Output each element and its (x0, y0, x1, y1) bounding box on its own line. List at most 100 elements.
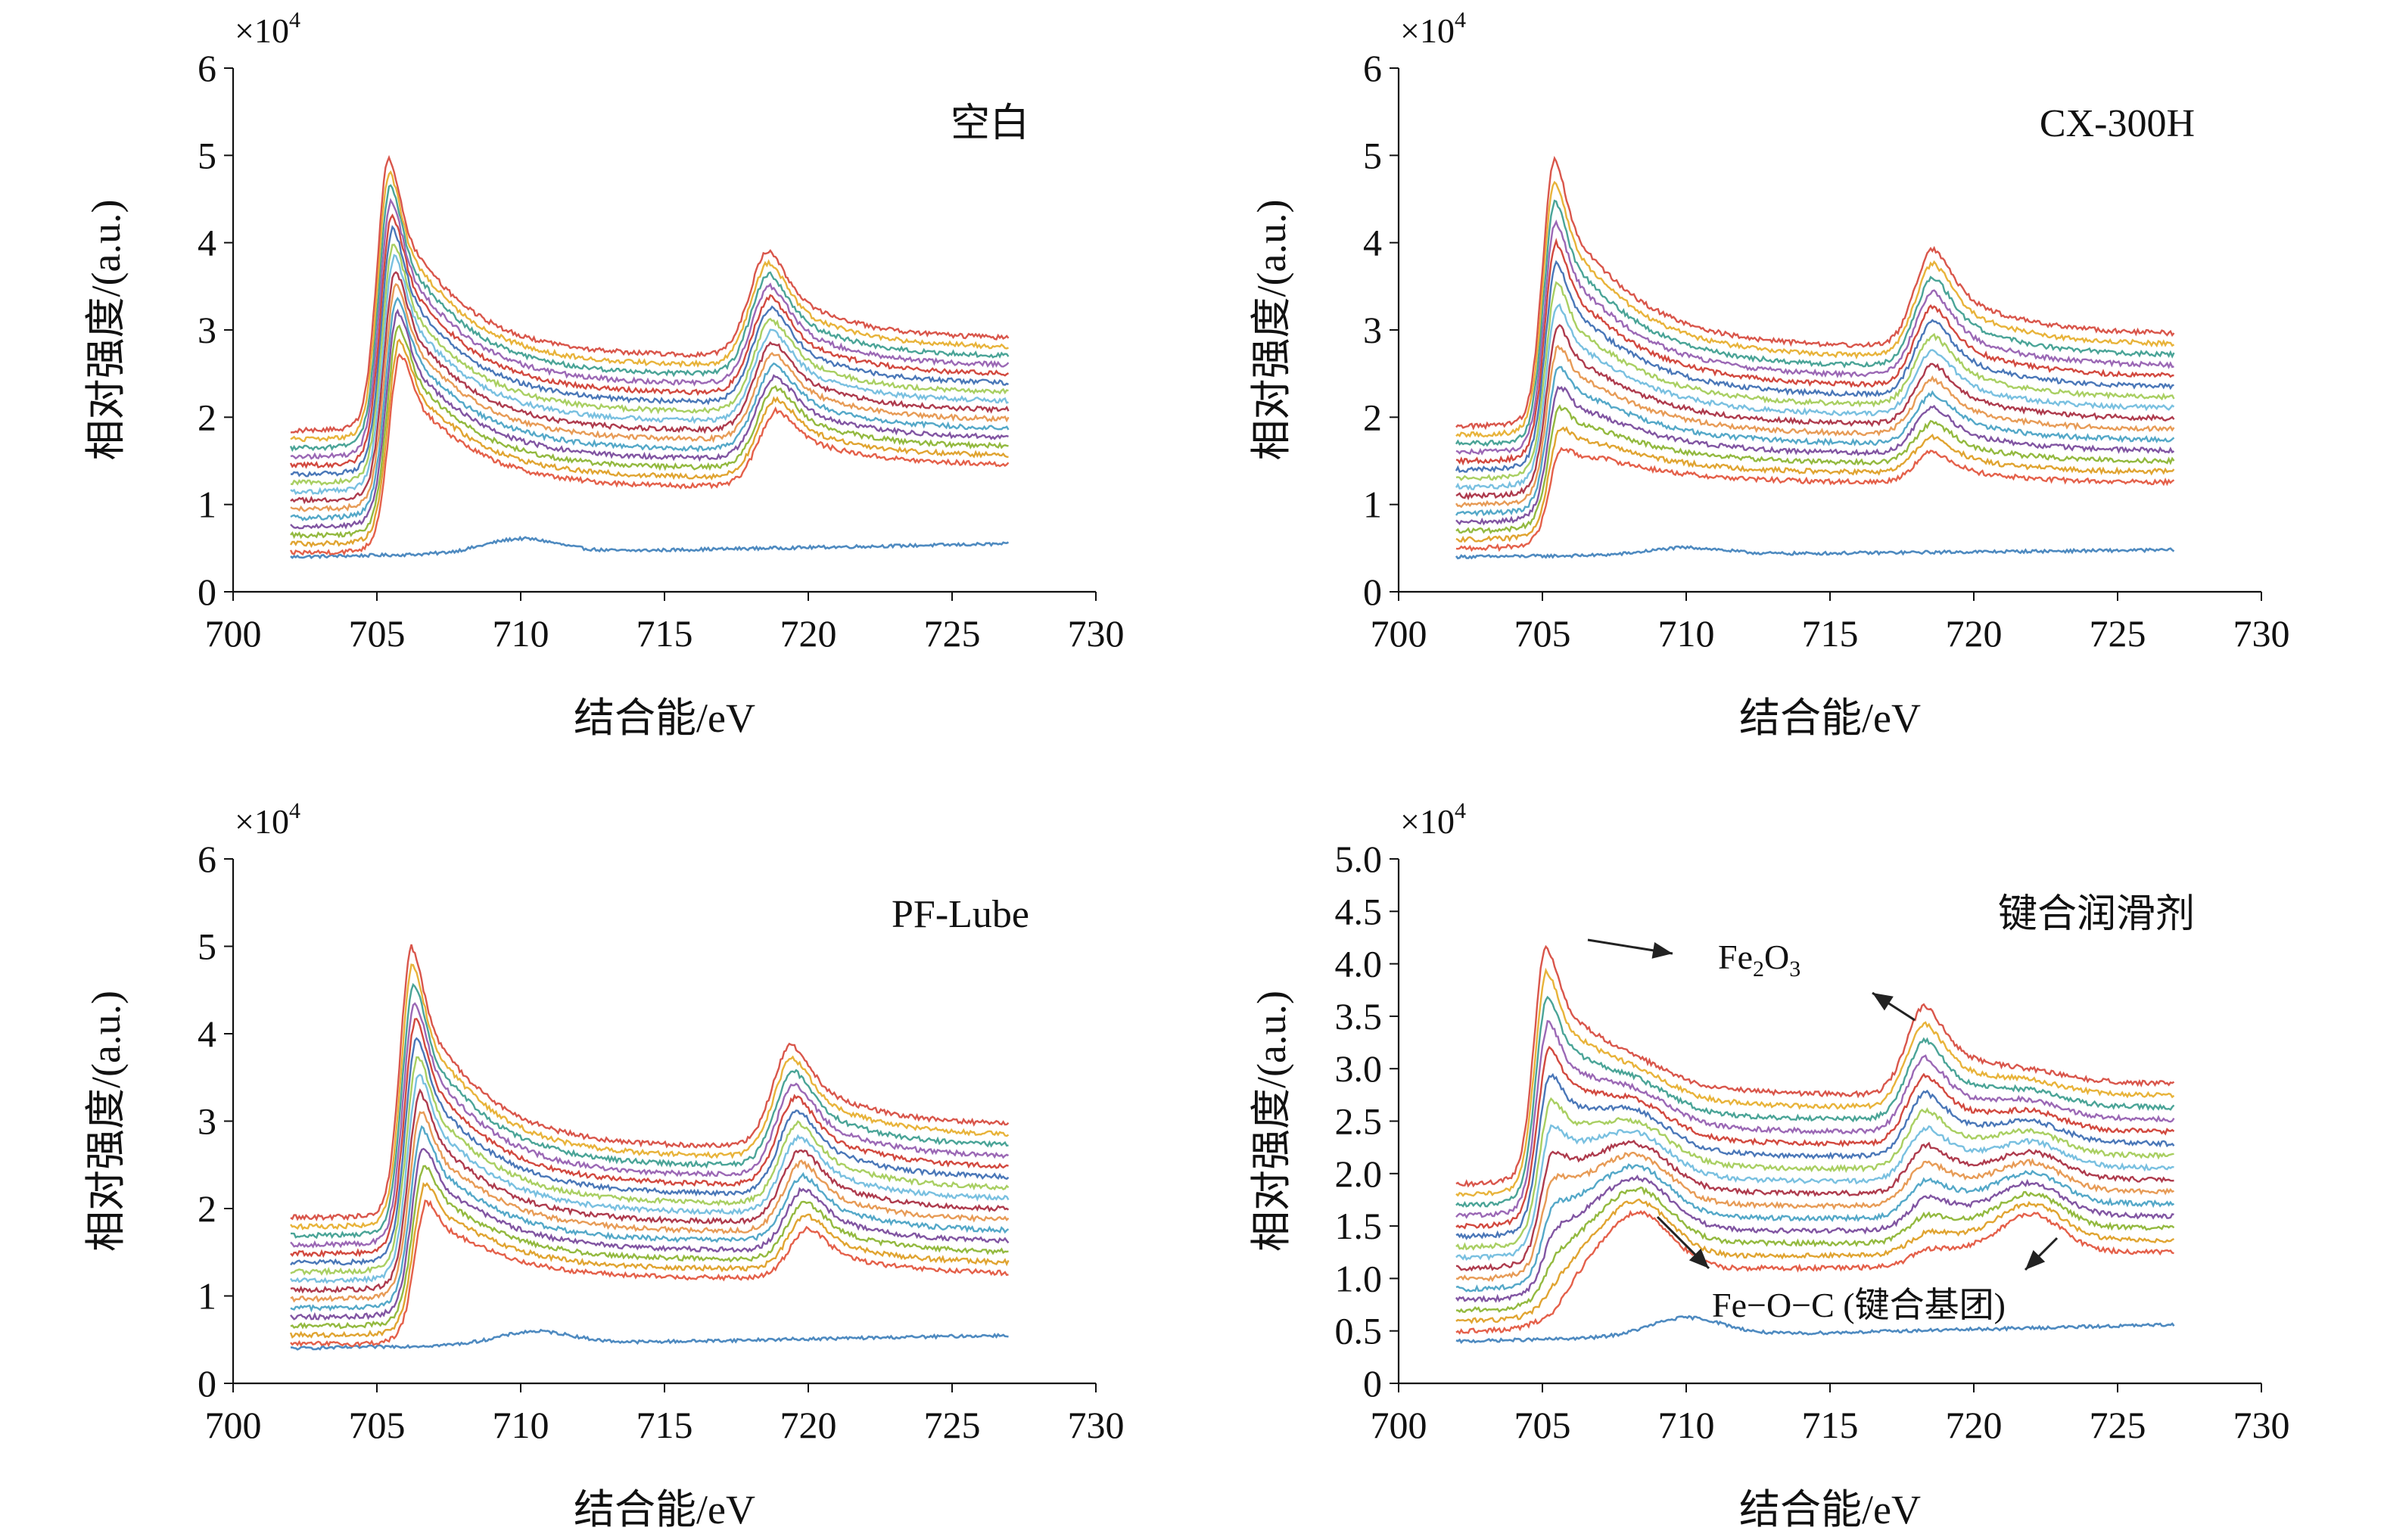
x-tick-label: 730 (2233, 1404, 2290, 1446)
annotation-arrow (1656, 1215, 1710, 1270)
series-line-13 (1455, 199, 2175, 447)
x-axis-label: 结合能/eV (574, 1487, 755, 1532)
x-tick-label: 710 (1658, 612, 1715, 655)
annotation-arrow (1587, 938, 1673, 959)
x-tick-label: 715 (636, 1404, 693, 1446)
series-line-5 (1455, 1163, 2175, 1293)
series-line-base (290, 1328, 1009, 1351)
series-line-6 (290, 1111, 1010, 1303)
series-line-15 (290, 944, 1010, 1221)
y-tick-label: 1.5 (1335, 1205, 1383, 1247)
series-line-9 (1455, 1097, 2174, 1251)
x-tick-label: 725 (924, 612, 981, 655)
x-tick-label: 705 (349, 612, 406, 655)
series-line-11 (289, 213, 1010, 469)
x-tick-label: 725 (2090, 612, 2146, 655)
series-line-1 (289, 353, 1010, 556)
y-multiplier: ×104 (235, 8, 300, 50)
y-tick-label: 2 (198, 396, 216, 438)
y-tick-label: 4.0 (1335, 943, 1383, 985)
series-line-9 (290, 1056, 1010, 1276)
series-line-2 (1455, 426, 2175, 543)
x-tick-label: 715 (636, 612, 693, 655)
y-tick-label: 6 (198, 47, 216, 89)
x-tick-label: 730 (1068, 1404, 1125, 1446)
x-tick-label: 725 (924, 1404, 981, 1446)
y-tick-label: 1 (198, 484, 216, 526)
panel-label: 键合润滑剂 (1998, 893, 2195, 936)
series-line-13 (291, 982, 1009, 1240)
series-line-5 (290, 1125, 1010, 1313)
series-line-14 (290, 170, 1010, 443)
x-tick-label: 715 (1802, 1404, 1859, 1446)
y-axis-label: 相对强度/(a.u.) (83, 200, 129, 461)
y-tick-label: 4 (1363, 222, 1382, 264)
series-line-base (1455, 545, 2175, 560)
series-line-6 (290, 282, 1010, 512)
y-tick-label: 4 (198, 222, 216, 264)
y-tick-label: 3 (198, 309, 216, 351)
y-tick-label: 4 (198, 1013, 216, 1055)
x-tick-label: 710 (493, 1404, 549, 1446)
y-tick-label: 2 (1363, 396, 1382, 438)
annotation-fe-o-c: Fe−O−C (键合基团) (1712, 1286, 2006, 1324)
y-axis-label: 相对强度/(a.u.) (1249, 200, 1294, 461)
x-tick-label: 720 (780, 612, 837, 655)
y-tick-label: 2.0 (1335, 1153, 1383, 1195)
y-tick-label: 1 (1363, 484, 1382, 526)
series-line-12 (290, 198, 1010, 460)
y-multiplier: ×104 (235, 798, 300, 841)
y-tick-label: 0.5 (1335, 1310, 1383, 1352)
series-line-12 (1455, 1019, 2175, 1219)
x-tick-label: 705 (1514, 612, 1571, 655)
x-tick-label: 705 (349, 1404, 406, 1446)
x-tick-label: 730 (1068, 612, 1125, 655)
series-line-12 (290, 1002, 1010, 1249)
y-tick-label: 3.5 (1335, 995, 1383, 1038)
y-tick-label: 0 (1363, 1362, 1382, 1405)
panel-label: CX-300H (2040, 102, 2195, 145)
panel-kongbai: 700 705 710 715 720 725 730 0 1 2 3 4 5 6 ×104 结合能/eV 相对… (83, 8, 1125, 741)
series-line-8 (1455, 1124, 2174, 1262)
y-axis-label: 相对强度/(a.u.) (1249, 991, 1294, 1252)
y-axis-label: 相对强度/(a.u.) (83, 991, 129, 1252)
series-line-15 (290, 154, 1010, 434)
y-tick-label: 3.0 (1335, 1047, 1383, 1090)
series-line-3 (1455, 404, 2175, 535)
y-tick-label: 5 (1363, 134, 1382, 176)
x-tick-label: 700 (1371, 1404, 1427, 1446)
panel-bonded-lubricant: 700 705 710 715 720 725 730 0 0.5 1.0 1.5 2.0 2.5 3.0… (1249, 798, 2290, 1532)
x-tick-label: 700 (1371, 612, 1427, 655)
series-line-3 (1456, 1186, 2175, 1313)
panel-pf-lube: 700 705 710 715 720 725 730 0 1 2 3 4 5 6 ×104 结合能/eV 相对… (83, 798, 1125, 1532)
x-tick-label: 705 (1514, 1404, 1571, 1446)
series-line-10 (1455, 260, 2174, 474)
y-tick-label: 3 (1363, 309, 1382, 351)
y-tick-label: 1.0 (1335, 1257, 1383, 1299)
x-tick-label: 700 (205, 612, 262, 655)
y-multiplier: ×104 (1400, 8, 1466, 50)
series-line-1 (1455, 1209, 2174, 1335)
x-tick-label: 715 (1802, 612, 1859, 655)
y-tick-label: 0 (198, 571, 216, 613)
series-line-14 (1455, 180, 2175, 438)
x-tick-label: 720 (1946, 612, 2003, 655)
x-axis-label: 结合能/eV (574, 695, 755, 741)
y-tick-label: 5.0 (1335, 838, 1383, 880)
series-line-4 (1455, 1174, 2174, 1303)
series-line-4 (290, 1147, 1010, 1321)
series-line-6 (1455, 1152, 2174, 1283)
y-tick-label: 6 (198, 838, 216, 880)
y-tick-label: 5 (198, 134, 216, 176)
x-tick-label: 710 (493, 612, 549, 655)
series-line-8 (1455, 303, 2175, 491)
series-line-base (1455, 1314, 2175, 1345)
panel-label: PF-Lube (892, 893, 1029, 936)
series-line-11 (1455, 238, 2174, 466)
series-line-5 (1455, 366, 2175, 517)
series-line-11 (1455, 1045, 2175, 1230)
annotation-arrow (2024, 1237, 2059, 1271)
series-line-12 (1455, 219, 2174, 456)
x-axis-label: 结合能/eV (1739, 695, 1921, 741)
series-line-7 (290, 271, 1010, 505)
